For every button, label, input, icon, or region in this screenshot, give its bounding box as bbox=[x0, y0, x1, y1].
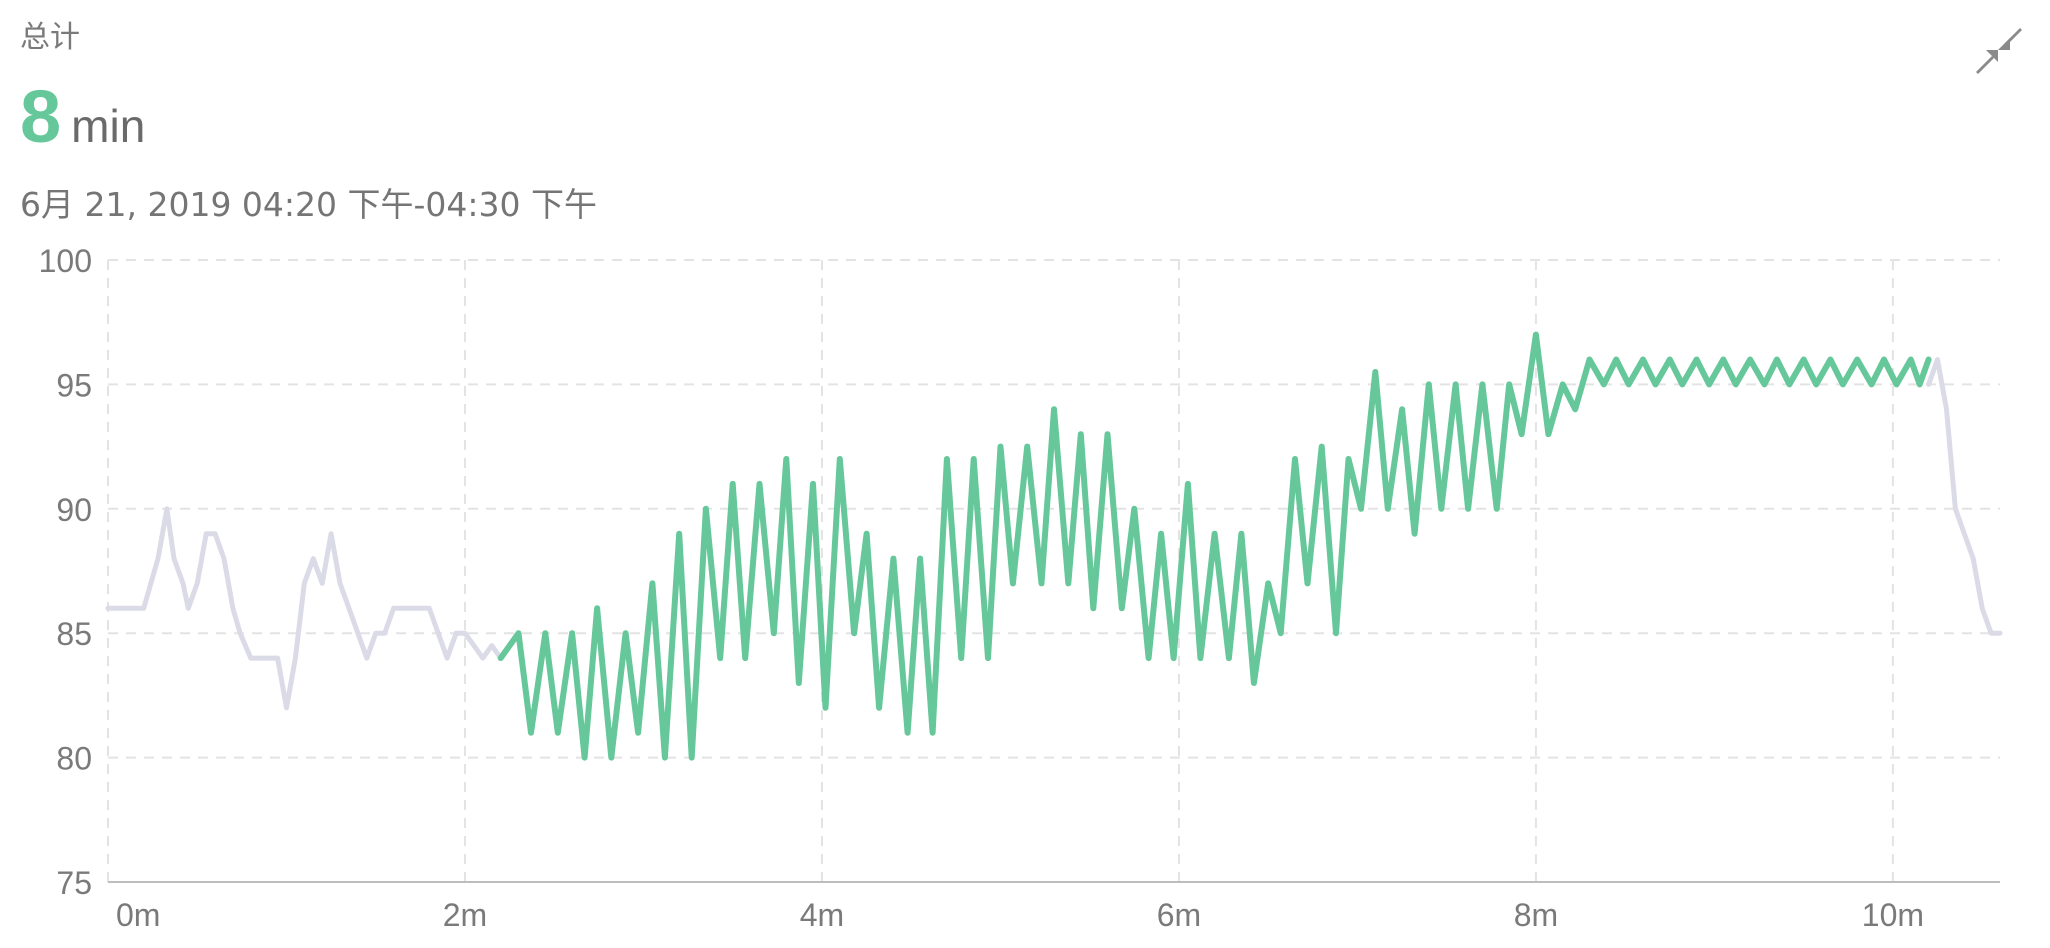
x-tick-label-6: 6m bbox=[1157, 897, 1201, 933]
grid-layer bbox=[107, 259, 2000, 882]
summary-header: 总计 8 min 6月 21, 2019 04:20 下午-04:30 下午 bbox=[20, 18, 597, 225]
x-tick-label-0: 0m bbox=[116, 897, 160, 933]
y-tick-label-100: 100 bbox=[39, 243, 92, 279]
x-tick-label-10: 10m bbox=[1862, 897, 1924, 933]
date-range: 6月 21, 2019 04:20 下午-04:30 下午 bbox=[20, 185, 598, 224]
total-unit: min bbox=[71, 100, 146, 152]
x-tick-label-2: 2m bbox=[443, 897, 487, 933]
series-line-1-active bbox=[497, 331, 1932, 761]
series-layer bbox=[105, 331, 2003, 761]
collapse-arrows-icon bbox=[1976, 28, 2022, 74]
series-line-2-inactive bbox=[1926, 357, 2003, 636]
x-tick-label-8: 8m bbox=[1514, 897, 1558, 933]
y-tick-label-85: 85 bbox=[56, 616, 92, 652]
collapse-button[interactable] bbox=[1972, 24, 2024, 76]
y-tick-label-75: 75 bbox=[56, 865, 92, 901]
x-tick-label-4: 4m bbox=[800, 897, 844, 933]
tick-label-layer: 75 80 85 90 95 100 0m 2m 4m 6m 8m 10m bbox=[39, 243, 1924, 933]
total-label: 总计 bbox=[20, 20, 80, 55]
total-value-row: 8 min bbox=[20, 75, 597, 161]
y-tick-label-95: 95 bbox=[56, 367, 92, 403]
y-tick-label-90: 90 bbox=[56, 492, 92, 528]
heart-rate-chart: 75 80 85 90 95 100 0m 2m 4m 6m 8m 10m bbox=[0, 240, 2050, 944]
chart-svg: 75 80 85 90 95 100 0m 2m 4m 6m 8m 10m bbox=[39, 243, 2003, 933]
y-tick-label-80: 80 bbox=[56, 741, 92, 777]
series-line-0-inactive bbox=[105, 506, 504, 711]
total-value: 8 bbox=[20, 75, 62, 158]
